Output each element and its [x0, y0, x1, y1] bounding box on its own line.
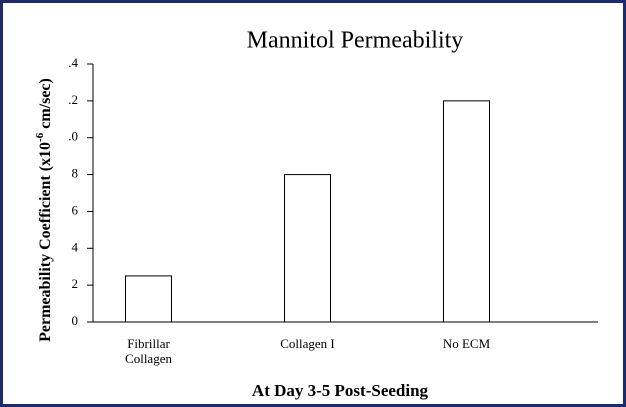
y-axis-title-part: Permeability Coefficient (x10 — [37, 142, 54, 342]
y-tick-label: .0 — [68, 129, 78, 144]
y-tick-label: .2 — [68, 92, 78, 107]
y-tick-label: 4 — [72, 239, 79, 254]
chart-title: Mannitol Permeability — [247, 28, 464, 54]
bar — [125, 275, 172, 323]
y-tick-label: 8 — [72, 166, 79, 181]
y-tick-label: 2 — [72, 276, 79, 291]
x-tick-label: Collagen I — [280, 336, 335, 351]
y-axis-title-sup: -6 — [34, 132, 46, 142]
y-tick-label: .4 — [68, 55, 78, 70]
bar — [284, 174, 331, 323]
bar — [443, 100, 490, 323]
x-axis-title: At Day 3-5 Post-Seeding — [252, 381, 429, 400]
y-axis-title: Permeability Coefficient (x10-6 cm/sec) — [34, 78, 54, 342]
x-tick-label: No ECM — [442, 336, 491, 351]
y-tick-label: 6 — [72, 202, 79, 217]
y-axis-title-part: cm/sec) — [37, 78, 54, 133]
y-tick-label: 0 — [72, 313, 79, 328]
x-tick-label: Fibrillar Collagen — [125, 336, 172, 366]
